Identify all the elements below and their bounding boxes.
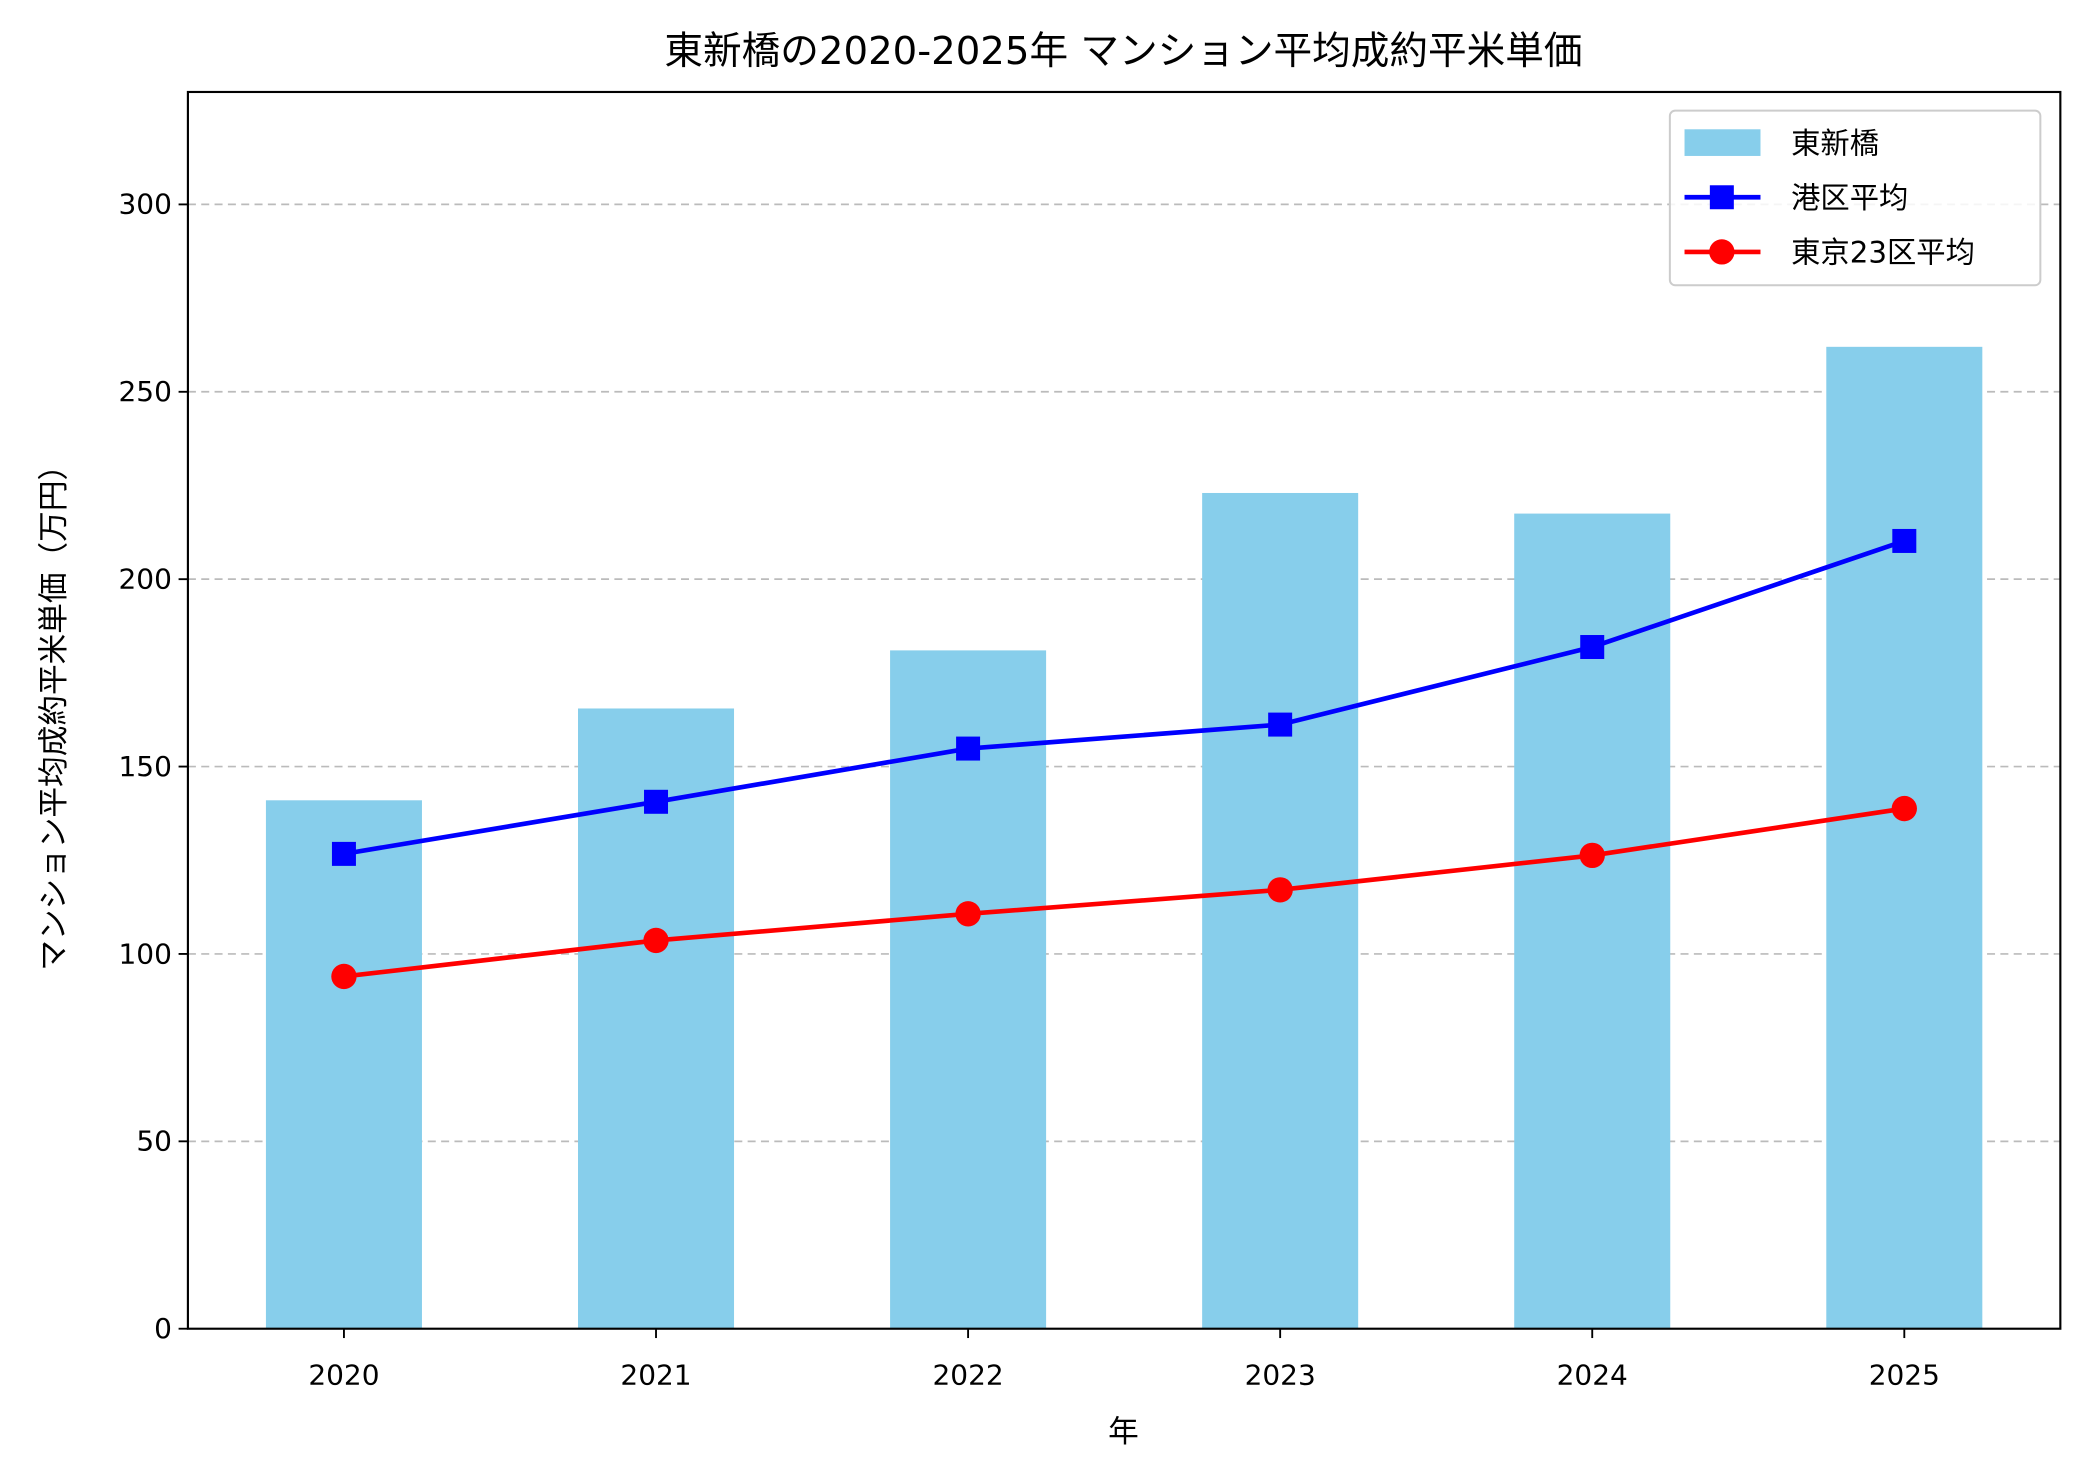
x-tick-label: 2023 [1245, 1359, 1316, 1392]
data-point [956, 736, 981, 761]
y-ticks: 0 50 100 150 200 250 300 [119, 188, 188, 1345]
x-tick-label: 2021 [620, 1359, 691, 1392]
y-tick-label: 50 [136, 1125, 172, 1158]
legend-label: 港区平均 [1791, 181, 1908, 215]
series-1 [331, 528, 1917, 866]
y-tick-label: 150 [119, 750, 172, 783]
series-line [343, 538, 1906, 857]
x-tick-label: 2024 [1557, 1359, 1628, 1392]
x-tick-label: 2020 [308, 1359, 379, 1392]
grid [187, 203, 2061, 1143]
legend-frame [1668, 109, 2042, 287]
y-tick-label: 200 [119, 563, 172, 596]
data-point [1579, 842, 1605, 869]
y-tick-label: 0 [154, 1312, 172, 1345]
series-line [343, 806, 1905, 979]
bar [1826, 346, 1983, 1329]
y-tick-label: 250 [119, 375, 172, 408]
y-tick-label: 100 [119, 937, 172, 970]
data-point [1580, 635, 1605, 660]
bar [265, 800, 422, 1329]
x-ticks: 2020 2021 2022 2023 2024 2025 [308, 1328, 1940, 1392]
data-point [955, 901, 981, 927]
lines [331, 528, 1917, 990]
legend-marker [1709, 185, 1734, 210]
data-point [643, 927, 669, 954]
legend-label: 東新橋 [1791, 126, 1879, 160]
x-tick-label: 2022 [932, 1359, 1003, 1392]
data-point [331, 963, 357, 990]
y-tick-label: 300 [119, 188, 172, 221]
data-point [1891, 795, 1917, 822]
data-point [1268, 712, 1293, 737]
data-point [331, 841, 356, 866]
data-point [1267, 877, 1293, 903]
chart-title: 東新橋の2020-2025年 マンション平均成約平米単価 [664, 29, 1582, 74]
y-axis-label: マンション平均成約平米単価（万円） [37, 450, 72, 971]
legend-marker [1709, 239, 1735, 265]
bar [1202, 492, 1359, 1329]
bar [890, 650, 1047, 1329]
plot-frame [186, 90, 2062, 1330]
data-point [644, 789, 669, 814]
data-point [1892, 528, 1917, 553]
legend-label: 東京23区平均 [1791, 236, 1975, 270]
series-2 [331, 795, 1917, 990]
legend-swatch [1684, 129, 1761, 156]
x-tick-label: 2025 [1869, 1359, 1940, 1392]
x-axis-label: 年 [1108, 1415, 1139, 1450]
